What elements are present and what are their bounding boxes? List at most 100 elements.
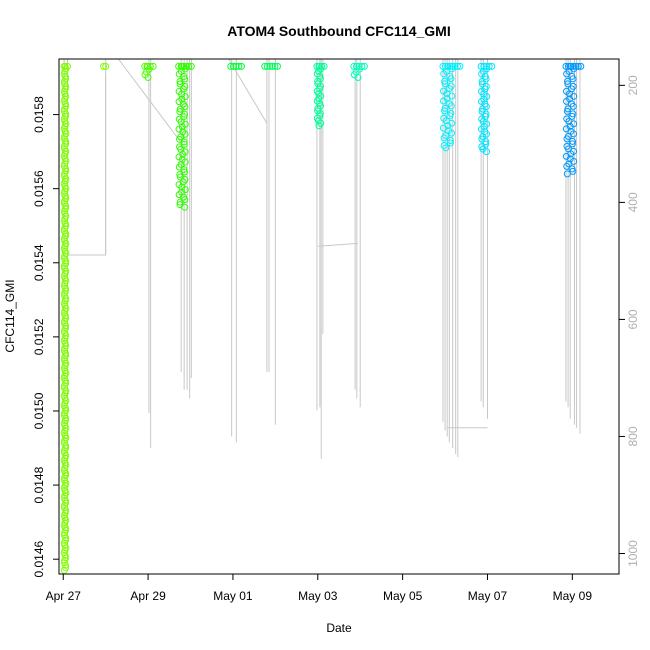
data-point bbox=[440, 97, 448, 105]
data-point bbox=[563, 135, 571, 143]
data-point bbox=[176, 77, 184, 85]
x-axis-label: Date bbox=[326, 621, 352, 635]
y-axis-label: CFC114_GMI bbox=[3, 279, 17, 352]
y-tick-label: 0.0150 bbox=[32, 392, 46, 429]
data-point bbox=[479, 105, 487, 113]
data-point bbox=[232, 62, 240, 70]
x-axis: Apr 27 Apr 29 May 01 May 03 May 05 May 07 May … bbox=[46, 574, 593, 603]
data-point bbox=[62, 414, 70, 422]
data-point bbox=[62, 322, 70, 330]
data-point bbox=[442, 144, 450, 152]
data-point bbox=[181, 203, 189, 211]
data-point bbox=[176, 198, 184, 206]
x-tick-label: May 05 bbox=[383, 589, 423, 603]
data-point bbox=[61, 437, 69, 445]
data-point bbox=[62, 349, 70, 357]
y-tick-label: 0.0152 bbox=[32, 318, 46, 355]
data-point bbox=[268, 62, 276, 70]
data-point bbox=[237, 62, 245, 70]
data-point bbox=[316, 109, 324, 117]
data-point bbox=[61, 464, 69, 472]
data-point bbox=[441, 107, 449, 115]
plot-frame bbox=[58, 58, 620, 575]
series-points bbox=[562, 62, 585, 178]
data-point bbox=[482, 138, 490, 146]
data-point bbox=[61, 529, 69, 537]
x-tick-label: May 01 bbox=[213, 589, 253, 603]
data-point bbox=[62, 442, 70, 450]
data-point bbox=[61, 524, 69, 532]
data-point bbox=[229, 62, 237, 70]
series-points bbox=[175, 62, 195, 211]
data-point bbox=[446, 139, 454, 147]
data-point bbox=[355, 62, 363, 70]
pressure-link bbox=[67, 73, 107, 256]
data-point bbox=[60, 235, 68, 243]
y2-tick-label: 1000 bbox=[626, 540, 640, 567]
chart-title: ATOM4 Southbound CFC114_GMI bbox=[227, 23, 451, 39]
data-point bbox=[563, 107, 571, 115]
y-axis: 0.0146 0.0148 0.0150 0.0152 0.0154 0.0156 0.01… bbox=[32, 96, 59, 578]
data-point bbox=[61, 160, 69, 168]
pressure-lines bbox=[63, 58, 581, 560]
data-point bbox=[61, 252, 69, 260]
pressure-link bbox=[317, 242, 359, 247]
data-point bbox=[61, 344, 69, 352]
x-tick-label: May 09 bbox=[553, 589, 593, 603]
data-point bbox=[61, 556, 69, 564]
data-point bbox=[62, 506, 70, 514]
data-point bbox=[563, 77, 571, 85]
data-point bbox=[354, 74, 362, 82]
data-point bbox=[60, 77, 68, 85]
data-point bbox=[62, 479, 70, 487]
data-point bbox=[440, 134, 448, 142]
data-point bbox=[440, 70, 448, 78]
data-point bbox=[569, 62, 577, 70]
data-point bbox=[61, 225, 69, 233]
y2-tick-label: 400 bbox=[626, 192, 640, 212]
data-point bbox=[62, 561, 70, 569]
data-point bbox=[176, 105, 184, 113]
data-point bbox=[61, 100, 69, 108]
data-point bbox=[62, 387, 70, 395]
data-point bbox=[62, 175, 70, 183]
data-point bbox=[482, 62, 490, 70]
x-tick-label: May 03 bbox=[298, 589, 338, 603]
data-point bbox=[60, 197, 68, 205]
data-point bbox=[61, 220, 69, 228]
data-point bbox=[568, 140, 576, 148]
data-point bbox=[61, 377, 69, 385]
data-point bbox=[447, 102, 455, 110]
data-point bbox=[60, 474, 68, 482]
data-point bbox=[60, 354, 68, 362]
y-tick-label: 0.0146 bbox=[32, 541, 46, 578]
data-point bbox=[62, 82, 70, 90]
data-point bbox=[261, 62, 269, 70]
data-point bbox=[271, 62, 279, 70]
secondary-y-axis: 200 400 600 800 1000 bbox=[619, 75, 640, 567]
data-point bbox=[273, 62, 281, 70]
y2-tick-label: 800 bbox=[626, 426, 640, 446]
data-point bbox=[562, 62, 570, 70]
data-point bbox=[235, 62, 243, 70]
data-point bbox=[446, 137, 454, 145]
data-point bbox=[577, 62, 585, 70]
data-point bbox=[563, 170, 571, 178]
data-point bbox=[448, 129, 456, 137]
data-points bbox=[60, 62, 585, 574]
y-tick-label: 0.0154 bbox=[32, 244, 46, 281]
y-tick-label: 0.0148 bbox=[32, 466, 46, 503]
y2-tick-label: 600 bbox=[626, 309, 640, 329]
data-point bbox=[62, 469, 70, 477]
data-point bbox=[569, 75, 577, 83]
data-point bbox=[62, 257, 70, 265]
data-point bbox=[60, 501, 68, 509]
data-point bbox=[441, 62, 449, 70]
data-point bbox=[62, 110, 70, 118]
data-point bbox=[61, 312, 69, 320]
data-point bbox=[61, 72, 69, 80]
data-point bbox=[60, 142, 68, 150]
data-point bbox=[453, 62, 461, 70]
data-point bbox=[60, 409, 68, 417]
